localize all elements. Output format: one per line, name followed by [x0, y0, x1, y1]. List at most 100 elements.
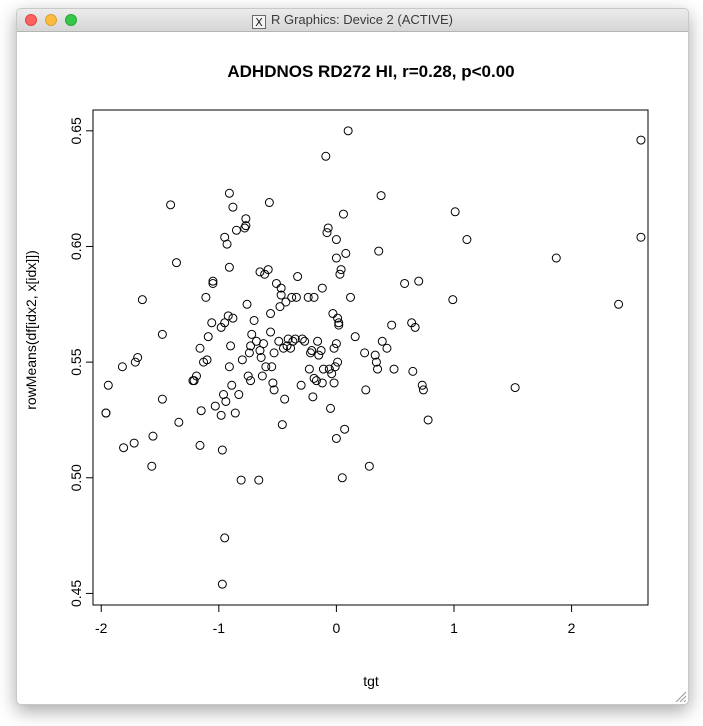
- x-tick-label: 1: [450, 620, 458, 636]
- data-point: [314, 350, 324, 360]
- data-point: [328, 309, 338, 319]
- x11-icon: X: [251, 15, 266, 29]
- data-point: [371, 357, 381, 367]
- data-point: [387, 320, 397, 330]
- data-point: [338, 209, 348, 219]
- data-point: [208, 278, 218, 288]
- data-point: [334, 320, 344, 330]
- data-point: [227, 380, 237, 390]
- data-point: [201, 292, 211, 302]
- data-point: [228, 202, 238, 212]
- data-point: [266, 327, 276, 337]
- data-point: [207, 318, 217, 328]
- data-point: [230, 408, 240, 418]
- data-point: [636, 135, 646, 145]
- data-point: [247, 329, 257, 339]
- data-point: [117, 362, 127, 372]
- data-point: [350, 332, 360, 342]
- x-tick-label: 0: [333, 620, 341, 636]
- data-point: [275, 302, 285, 312]
- y-axis: 0.45 0.50 0.55 0.60 0.65: [68, 117, 94, 607]
- data-point: [306, 348, 316, 358]
- data-point: [374, 246, 384, 256]
- data-point: [316, 346, 326, 356]
- minimize-button[interactable]: [45, 14, 57, 26]
- data-point: [300, 336, 310, 346]
- maximize-button[interactable]: [65, 14, 77, 26]
- data-point: [333, 357, 343, 367]
- scatter-chart: ADHDNOS RD272 HI, r=0.28, p<0.00 -2 -1 0 1 2…: [23, 62, 649, 689]
- y-tick-label: 0.60: [68, 233, 84, 260]
- data-point: [376, 191, 386, 201]
- resize-grip-icon[interactable]: [674, 690, 686, 702]
- data-point: [414, 276, 424, 286]
- data-point: [326, 403, 336, 413]
- data-point: [255, 267, 265, 277]
- data-point: [220, 533, 230, 543]
- data-point: [322, 228, 332, 238]
- data-point: [242, 299, 252, 309]
- data-point: [614, 299, 624, 309]
- data-point: [271, 278, 281, 288]
- data-point: [119, 443, 129, 453]
- y-tick-label: 0.65: [68, 117, 84, 144]
- data-point: [309, 373, 319, 383]
- data-point: [318, 364, 328, 374]
- data-point: [330, 362, 340, 372]
- data-point: [462, 235, 472, 245]
- x-axis-label: tgt: [363, 673, 379, 689]
- data-point: [166, 200, 176, 210]
- data-point: [510, 383, 520, 393]
- data-point: [223, 311, 233, 321]
- data-point: [636, 232, 646, 242]
- data-point: [157, 394, 167, 404]
- window-title-group: X R Graphics: Device 2 (ACTIVE): [17, 12, 688, 29]
- data-point: [329, 378, 339, 388]
- data-point: [423, 415, 433, 425]
- data-point: [281, 297, 291, 307]
- data-point: [157, 329, 167, 339]
- data-point: [333, 313, 343, 323]
- close-button[interactable]: [25, 14, 37, 26]
- data-point: [361, 385, 371, 395]
- r-graphics-window: X R Graphics: Device 2 (ACTIVE) ADHDNOS R…: [16, 8, 689, 705]
- data-point: [303, 292, 313, 302]
- data-point: [103, 380, 113, 390]
- data-point: [309, 292, 319, 302]
- data-point: [224, 362, 234, 372]
- data-point: [311, 376, 321, 386]
- data-point: [346, 292, 356, 302]
- data-point: [360, 348, 370, 358]
- data-point: [258, 339, 268, 349]
- data-point: [408, 366, 418, 376]
- data-point: [308, 392, 318, 402]
- data-point: [216, 410, 226, 420]
- data-point: [203, 332, 213, 342]
- data-point: [129, 438, 139, 448]
- data-point: [267, 362, 277, 372]
- data-point: [382, 343, 392, 353]
- data-point: [331, 253, 341, 263]
- data-point: [331, 235, 341, 245]
- y-tick-label: 0.55: [68, 348, 84, 375]
- data-point: [276, 290, 286, 300]
- data-point: [217, 445, 227, 455]
- data-point: [222, 239, 232, 249]
- window-title: R Graphics: Device 2 (ACTIVE): [270, 12, 454, 27]
- data-point: [261, 362, 271, 372]
- data-point: [224, 188, 234, 198]
- y-tick-label: 0.45: [68, 580, 84, 607]
- data-point: [331, 339, 341, 349]
- title-bar[interactable]: X R Graphics: Device 2 (ACTIVE): [17, 9, 688, 32]
- data-point: [246, 341, 256, 351]
- data-point: [246, 376, 256, 386]
- chart-title: ADHDNOS RD272 HI, r=0.28, p<0.00: [227, 62, 514, 81]
- data-point: [335, 269, 345, 279]
- x-tick-label: -1: [213, 620, 226, 636]
- data-point: [288, 336, 298, 346]
- data-point: [321, 151, 331, 161]
- data-point: [224, 262, 234, 272]
- data-point: [220, 318, 230, 328]
- data-points: [101, 126, 646, 589]
- data-point: [340, 424, 350, 434]
